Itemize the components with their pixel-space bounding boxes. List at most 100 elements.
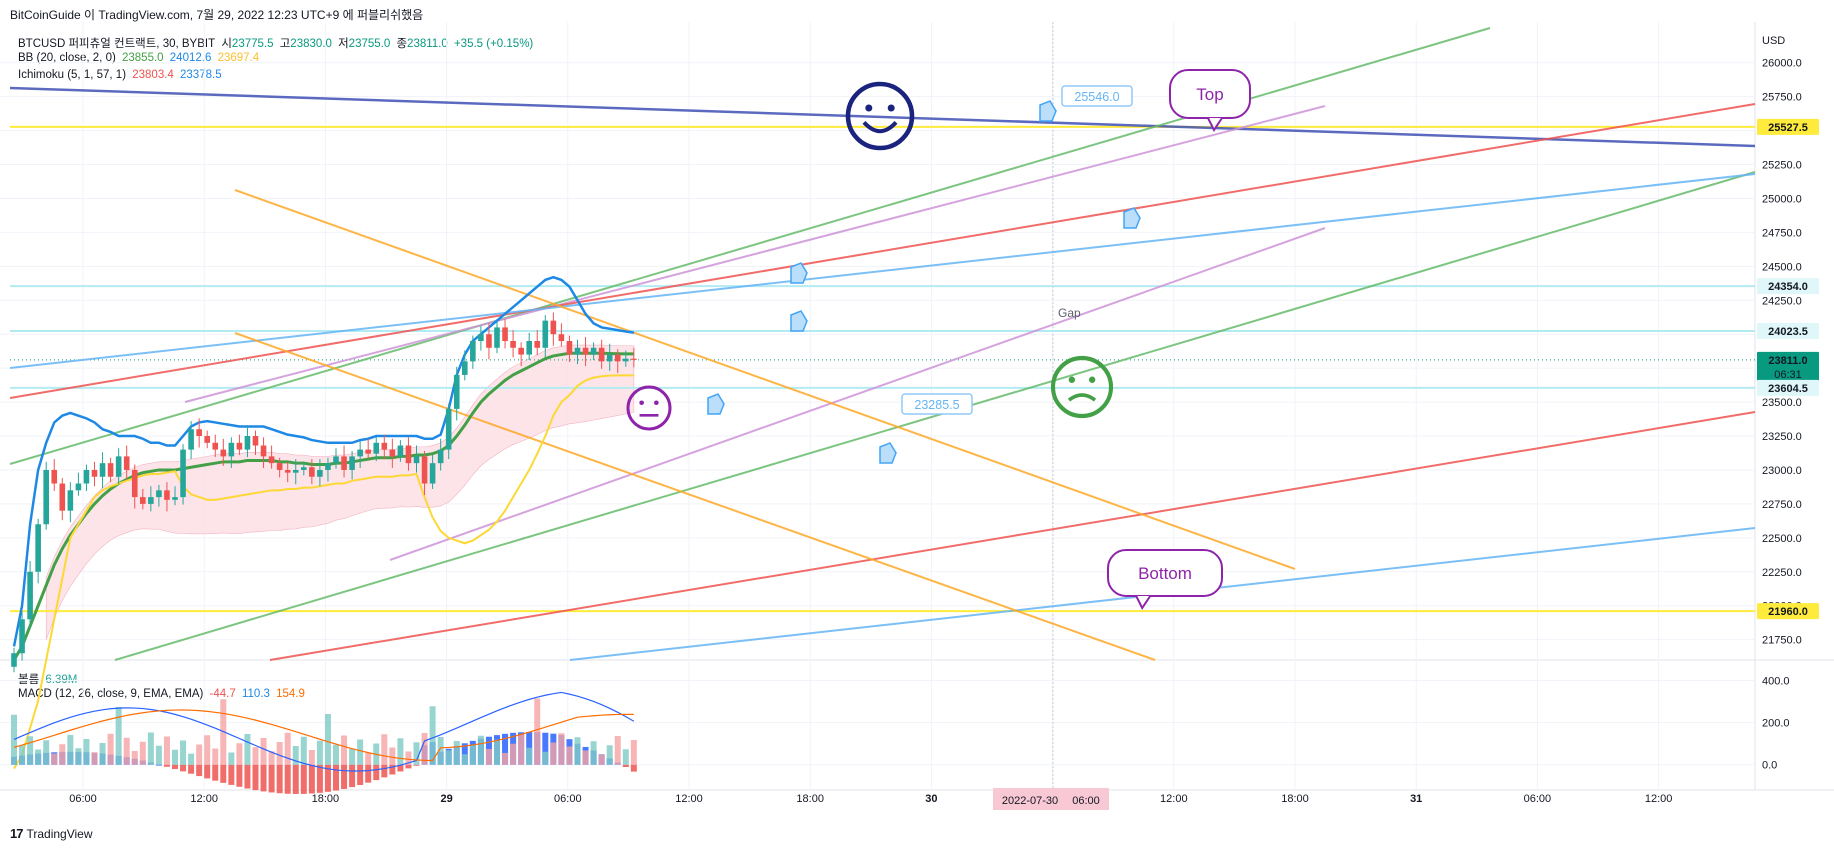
high-label: 고	[279, 38, 291, 50]
volume-bar	[19, 745, 26, 765]
cloud-area	[45, 344, 635, 640]
macd-histogram-bar	[236, 764, 243, 787]
callout-high-box	[1061, 85, 1133, 107]
bottom-label-text: Bottom	[1138, 564, 1192, 583]
top-label-text: Top	[1196, 85, 1223, 104]
happy-face-icon	[845, 81, 915, 151]
sick-face-icon-eye	[1068, 376, 1076, 383]
pointing-hand-icon	[879, 442, 897, 464]
time-tick-label: 30	[925, 793, 937, 805]
volume-bar	[534, 698, 541, 765]
symbol-legend: BTCUSD 퍼피츄얼 컨트랙트, 30, BYBIT 시23775.5 고23…	[18, 35, 536, 51]
candle-body	[204, 436, 210, 443]
trend-line	[9, 27, 1491, 465]
price-tick-label: 24750.0	[1762, 227, 1802, 239]
candle-body	[115, 456, 122, 477]
candle-body	[27, 571, 33, 620]
macd-histogram-bar	[308, 764, 315, 794]
volume-bar	[445, 750, 452, 765]
volume-label: 볼륨	[18, 674, 40, 686]
macd-histogram-bar	[502, 733, 509, 765]
happy-face-icon-eye	[887, 104, 895, 112]
publish-attribution: BitCoinGuide 이 TradingView.com, 7월 29, 2…	[10, 8, 424, 22]
volume-bar	[566, 746, 573, 765]
time-tick-label: 12:00	[190, 793, 218, 805]
trend-line	[9, 103, 1756, 399]
price-tick-label: 23250.0	[1762, 431, 1802, 443]
volume-bar	[494, 739, 500, 765]
volume-bar	[316, 740, 323, 765]
price-label-text: 23604.5	[1768, 383, 1808, 395]
candle-body	[107, 463, 114, 477]
volume-bar	[236, 743, 243, 765]
annotations: Top Bottom Gap 25546.0 23285.5	[626, 69, 1251, 610]
bollinger-bands	[12, 275, 635, 770]
footer-brand: TradingView	[26, 826, 93, 841]
candle-body	[309, 467, 315, 477]
bb-upper-value: 24012.6	[169, 52, 212, 64]
price-tick-label: 24250.0	[1762, 295, 1802, 307]
macd-histogram-bar	[324, 764, 331, 792]
volume-bar	[83, 738, 90, 765]
candle-body	[534, 341, 541, 348]
candle-body	[317, 469, 323, 477]
volume-bar	[622, 749, 629, 765]
footer: 17 TradingView	[10, 826, 93, 841]
candle-body	[631, 358, 637, 360]
gap-label: Gap	[1058, 306, 1081, 320]
volume-bar	[155, 745, 162, 765]
callout-low-text: 23285.5	[914, 398, 959, 412]
volume-bar	[453, 740, 460, 765]
candle-body	[11, 653, 17, 667]
candle-body	[421, 456, 428, 484]
price-tick-label: 21750.0	[1762, 635, 1802, 647]
macd-histogram-bar	[188, 764, 195, 774]
candle-body	[437, 449, 444, 464]
candle-body	[325, 463, 331, 470]
sick-face-icon-eye	[1088, 376, 1096, 383]
macd-histogram-bar	[357, 764, 364, 786]
volume-bar	[558, 733, 565, 765]
candle-body	[156, 490, 162, 498]
bottom-label-tail	[1135, 595, 1152, 610]
volume-legend: 볼륨 6.39M	[18, 671, 80, 687]
volume-bar	[606, 745, 613, 765]
price-tick-label: 25000.0	[1762, 193, 1802, 205]
candle-body	[470, 341, 476, 362]
macd-histogram-bar	[196, 764, 203, 777]
macd-histogram-bar	[630, 764, 637, 772]
volume-bar	[405, 751, 412, 765]
candle-body	[276, 463, 283, 470]
candle-body	[172, 497, 178, 500]
candle-body	[284, 469, 291, 473]
macd-histogram-bar	[172, 764, 178, 770]
price-tick-label: 23000.0	[1762, 465, 1802, 477]
macd-histogram-bar	[405, 764, 412, 769]
volume-bar	[131, 750, 138, 765]
candle-body	[462, 361, 468, 375]
candles	[11, 312, 637, 673]
candle-body	[381, 442, 388, 450]
candle-body	[51, 469, 58, 484]
volume-bar	[188, 753, 195, 765]
macd-histogram-bar	[252, 764, 259, 791]
candle-body	[606, 354, 613, 362]
volume-bar	[196, 744, 203, 765]
ichimoku-cloud	[45, 344, 635, 640]
volume-bar	[526, 747, 533, 765]
macd-histogram-bar	[212, 764, 219, 781]
candle-body	[43, 469, 49, 525]
volume-bar	[349, 748, 356, 765]
time-tick-label: 06:00	[554, 793, 582, 805]
crosshair-time-box	[993, 788, 1109, 810]
candle-body	[83, 469, 90, 484]
close-label: 종	[396, 38, 408, 50]
volume-bar	[510, 743, 517, 765]
candle-body	[19, 619, 25, 654]
time-tick-label: 12:00	[675, 793, 703, 805]
time-tick-label: 12:00	[1160, 793, 1188, 805]
axes: 26000.025750.025500.025250.025000.024750…	[69, 35, 1819, 810]
crosshair-hour: 06:00	[1072, 795, 1100, 807]
price-label-text: 24023.5	[1768, 326, 1808, 338]
